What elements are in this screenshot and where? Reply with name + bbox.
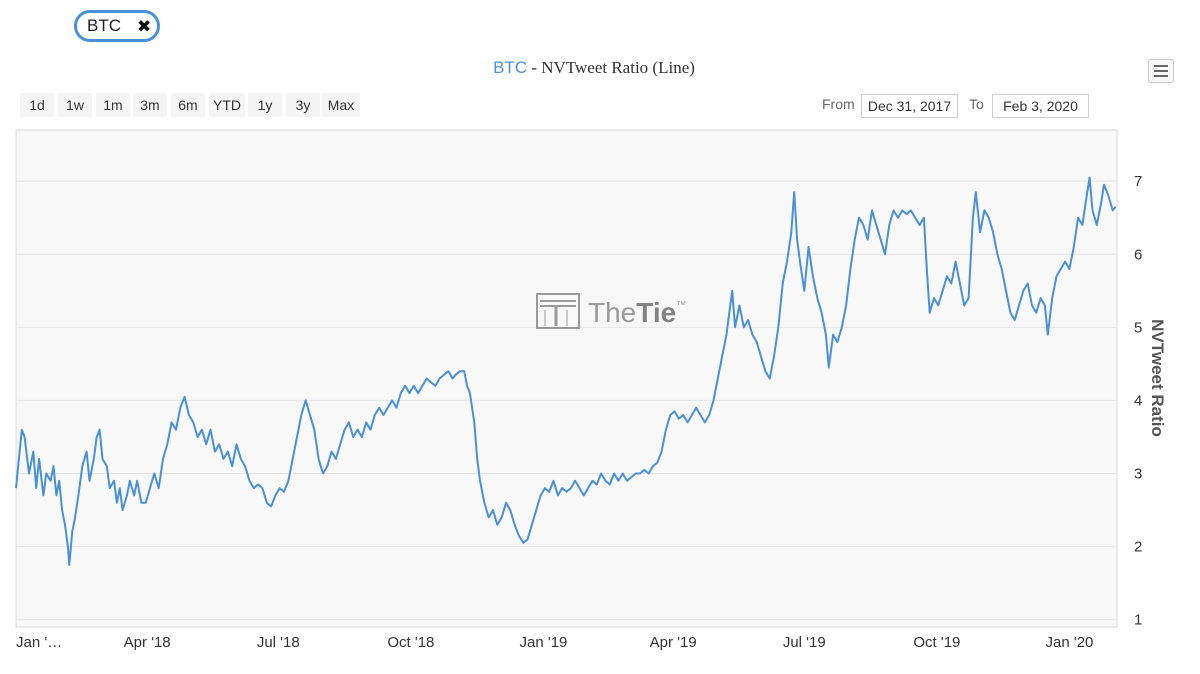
y-tick-label: 2 [1134, 539, 1142, 556]
to-label: To [969, 96, 984, 112]
x-tick-label: Jan '20 [1045, 634, 1093, 651]
range-button-6m[interactable]: 6m [171, 93, 205, 117]
range-button-3y[interactable]: 3y [286, 93, 320, 117]
range-button-1y[interactable]: 1y [248, 93, 282, 117]
range-button-3m[interactable]: 3m [133, 93, 167, 117]
y-tick-label: 3 [1134, 466, 1142, 483]
plot-area [15, 129, 1118, 628]
x-tick-label: Oct '18 [387, 634, 434, 651]
from-label: From [822, 96, 855, 112]
x-tick-label: Jan '… [16, 634, 62, 651]
y-tick-label: 7 [1134, 173, 1142, 190]
close-icon[interactable]: ✖ [137, 17, 152, 36]
chart-title-asset: BTC [493, 58, 528, 77]
chart-title-metric: - NVTweet Ratio (Line) [527, 58, 695, 77]
thetie-brand-bold: Tie [636, 297, 676, 328]
series-line [15, 176, 1117, 566]
range-button-1w[interactable]: 1w [58, 93, 92, 117]
y-tick-label: 4 [1134, 392, 1142, 409]
range-button-ytd[interactable]: YTD [209, 93, 245, 117]
y-tick-label: 5 [1134, 319, 1142, 336]
x-tick-label: Oct '19 [913, 634, 960, 651]
y-tick-label: 1 [1134, 612, 1142, 629]
series-group [15, 176, 1117, 566]
thetie-logo-icon [536, 293, 580, 329]
x-tick-label: Jul '18 [257, 634, 300, 651]
menu-bar [1154, 70, 1168, 72]
y-axis-ticks: 1 2 3 4 5 6 7 [1134, 173, 1142, 629]
menu-bar [1154, 75, 1168, 77]
range-button-max[interactable]: Max [322, 93, 360, 117]
asset-tag-label: BTC [87, 16, 121, 35]
range-button-1m[interactable]: 1m [96, 93, 130, 117]
hamburger-menu-icon[interactable] [1148, 59, 1174, 83]
y-tick-label: 6 [1134, 246, 1142, 263]
x-axis-ticks: Jan '… Apr '18 Jul '18 Oct '18 Jan '19 Apr '1… [16, 634, 1093, 651]
x-tick-label: Jul '19 [783, 634, 826, 651]
thetie-watermark: TheTie™ [536, 293, 686, 329]
from-date-input[interactable]: Dec 31, 2017 [861, 94, 958, 118]
range-button-1d[interactable]: 1d [20, 93, 54, 117]
thetie-wordmark: TheTie™ [588, 297, 686, 328]
menu-bar [1154, 65, 1168, 67]
x-tick-label: Apr '18 [124, 634, 171, 651]
to-date-input[interactable]: Feb 3, 2020 [992, 94, 1089, 118]
asset-tag[interactable]: BTC ✖ [74, 10, 160, 42]
y-axis-title: NVTweet Ratio [1148, 319, 1167, 437]
x-tick-label: Jan '19 [519, 634, 567, 651]
x-tick-label: Apr '19 [650, 634, 697, 651]
thetie-trademark: ™ [676, 300, 686, 311]
thetie-brand-thin: The [588, 297, 636, 328]
chart-title: BTC - NVTweet Ratio (Line) [0, 58, 1188, 78]
